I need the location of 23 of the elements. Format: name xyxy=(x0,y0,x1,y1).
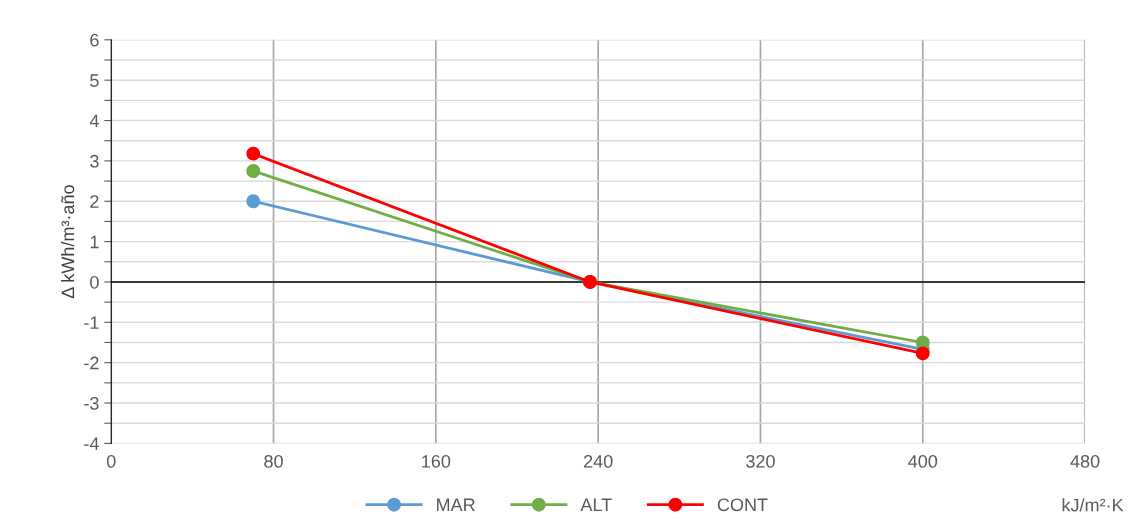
y-tick-label: 3 xyxy=(90,154,99,168)
y-tick-label: 5 xyxy=(90,74,99,87)
legend-label: CONT xyxy=(717,498,768,512)
x-tick-label: 80 xyxy=(264,454,283,468)
x-tick-label: 240 xyxy=(583,454,613,468)
y-tick-label: -2 xyxy=(84,356,99,370)
y-tick-label: 4 xyxy=(89,114,99,128)
x-tick-label: 0 xyxy=(106,454,116,468)
y-tick-label: 1 xyxy=(90,235,99,249)
y-tick-label: -4 xyxy=(84,437,99,450)
y-tick-label: -3 xyxy=(84,396,99,410)
x-tick-label: 320 xyxy=(746,454,775,468)
y-tick-label: 0 xyxy=(90,275,99,289)
x-tick-label: 160 xyxy=(422,454,451,468)
y-tick-label: 6 xyxy=(90,33,99,47)
x-tick-label: 400 xyxy=(908,454,938,468)
y-axis-title: Δ kWh/m³·año xyxy=(60,185,75,299)
y-tick-label: 2 xyxy=(90,195,99,208)
x-axis-title: kJ/m²·K xyxy=(1062,498,1124,512)
legend-label: ALT xyxy=(580,498,612,511)
y-tick-label: -1 xyxy=(84,316,99,329)
legend-label: MAR xyxy=(437,498,475,511)
x-tick-label: 480 xyxy=(1070,454,1100,468)
